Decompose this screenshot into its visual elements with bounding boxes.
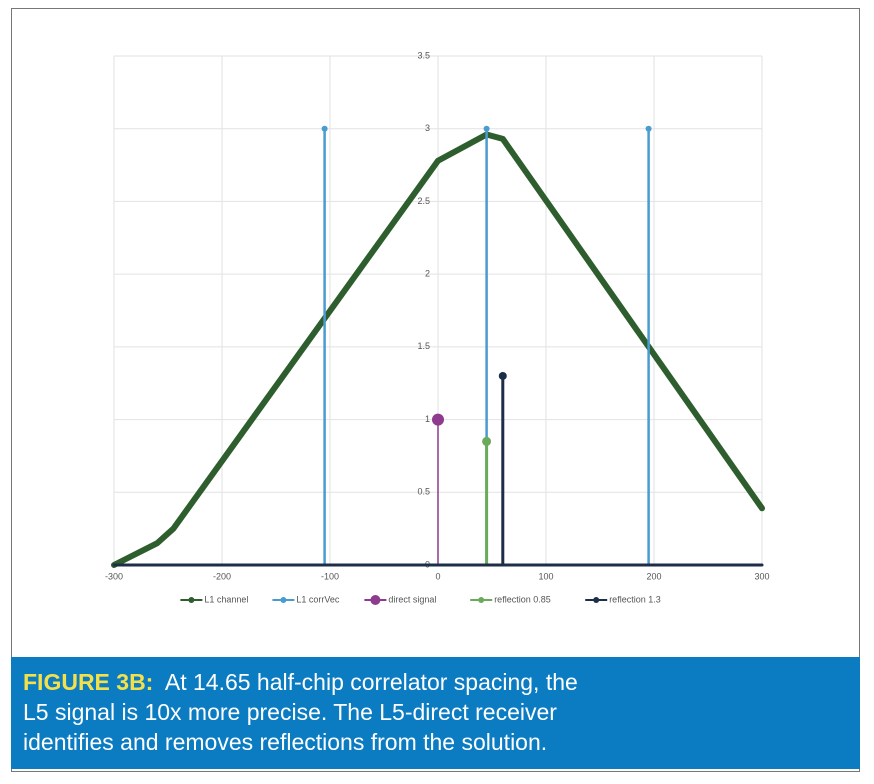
- legend-marker: [188, 597, 195, 603]
- data-point: [483, 125, 490, 132]
- legend-label: direct signal: [388, 594, 436, 604]
- caption-line: identifies and removes reflections from …: [23, 729, 548, 755]
- data-point: [482, 436, 492, 446]
- y-tick-label: 1: [425, 414, 430, 424]
- data-point: [321, 125, 328, 132]
- x-tick-label: -200: [213, 571, 231, 581]
- series-line: [111, 131, 765, 568]
- chart: -300 -200 -100 0 100 200 30000.511.522.533.5L1…: [105, 50, 770, 605]
- legend-marker: [370, 595, 381, 605]
- y-tick-label: 3.5: [417, 50, 430, 60]
- legend-marker: [478, 597, 485, 603]
- legend-label: L1 corrVec: [296, 594, 340, 604]
- figure-frame: [11, 8, 860, 772]
- y-tick-label: 2: [425, 269, 430, 279]
- x-tick-label: -300: [105, 571, 123, 581]
- y-tick-label: 3: [425, 123, 430, 133]
- caption-line: At 14.65 half-chip correlator spacing, t…: [164, 669, 578, 695]
- caption-line: L5 signal is 10x more precise. The L5-di…: [23, 699, 557, 725]
- caption-label: FIGURE 3B:: [23, 669, 154, 695]
- data-point: [645, 125, 652, 132]
- x-tick-label: 300: [754, 571, 769, 581]
- x-tick-label: 100: [538, 571, 553, 581]
- y-tick-label: 0.5: [417, 487, 430, 497]
- data-point: [432, 413, 444, 426]
- x-tick-label: -100: [321, 571, 339, 581]
- y-tick-label: 2.5: [417, 196, 430, 206]
- data-point: [498, 371, 507, 380]
- legend-label: reflection 0.85: [494, 594, 551, 604]
- legend-marker: [280, 597, 287, 603]
- y-tick-label: 1.5: [417, 341, 430, 351]
- legend-label: L1 channel: [204, 594, 248, 604]
- legend-marker: [593, 597, 600, 603]
- caption: FIGURE 3B: At 14.65 half-chip correlator…: [11, 657, 860, 769]
- legend-label: reflection 1.3: [609, 594, 661, 604]
- x-tick-label: 0: [435, 571, 440, 581]
- x-tick-label: 200: [646, 571, 661, 581]
